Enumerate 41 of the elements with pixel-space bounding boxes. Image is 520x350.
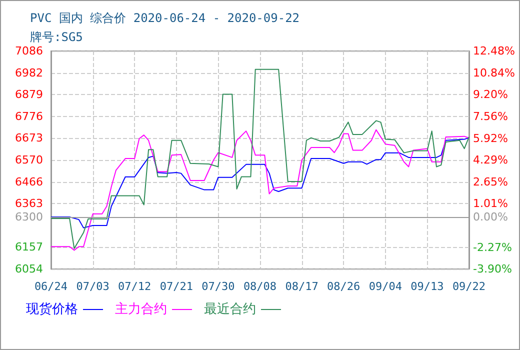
y-tick-label: 6776 [15, 110, 43, 123]
y2-tick-label: 7.56% [473, 110, 508, 123]
legend-label: 现货价格 [26, 302, 78, 317]
line-series [50, 68, 470, 250]
y-tick-label: 6300 [15, 210, 43, 224]
x-tick-label: 08/08 [243, 280, 277, 293]
y2-tick-label: 0.00% [473, 210, 508, 224]
x-tick-label: 08/17 [285, 280, 318, 293]
y-tick-label: 6054 [15, 262, 43, 276]
y-tick-label: 6466 [15, 175, 43, 188]
y-tick-label: 6157 [15, 240, 43, 254]
x-tick-label: 09/13 [410, 280, 444, 293]
y-tick-label: 6982 [15, 66, 43, 80]
legend-label: 最近合约 [204, 302, 256, 317]
y2-tick-label: 4.29% [473, 154, 508, 166]
x-tick-label: 09/22 [452, 280, 486, 293]
y-tick-label: 6673 [15, 132, 43, 145]
x-tick-label: 06/24 [34, 280, 68, 293]
y-tick-label: 6570 [15, 154, 43, 166]
y-tick-label: 6363 [15, 197, 43, 210]
y-tick-label: 6879 [15, 88, 43, 102]
x-tick-label: 07/03 [76, 280, 110, 293]
y2-tick-label: 10.84% [473, 66, 515, 80]
line-series [50, 137, 470, 228]
line-series [50, 129, 470, 251]
y-tick-label: 7086 [15, 44, 43, 58]
x-tick-label: 07/21 [160, 280, 193, 293]
legend-label: 主力合约 [115, 301, 167, 317]
y2-tick-label: -3.90% [473, 262, 512, 276]
y2-tick-label: 5.92% [473, 132, 508, 145]
x-tick-label: 07/30 [202, 280, 235, 293]
chart-title: PVC 国内 综合价 2020-06-24 - 2020-09-22 [30, 11, 300, 25]
y2-tick-label: 2.65% [473, 175, 508, 188]
y2-tick-label: -2.27% [473, 240, 512, 254]
y2-tick-label: 12.48% [473, 44, 515, 58]
chart-subtitle: 牌号:SG5 [30, 30, 83, 44]
y2-tick-label: 9.20% [473, 88, 508, 102]
y2-tick-label: 1.01% [473, 197, 508, 210]
x-tick-label: 09/04 [368, 280, 402, 293]
x-tick-label: 08/26 [327, 280, 360, 293]
x-tick-label: 07/12 [118, 280, 152, 293]
